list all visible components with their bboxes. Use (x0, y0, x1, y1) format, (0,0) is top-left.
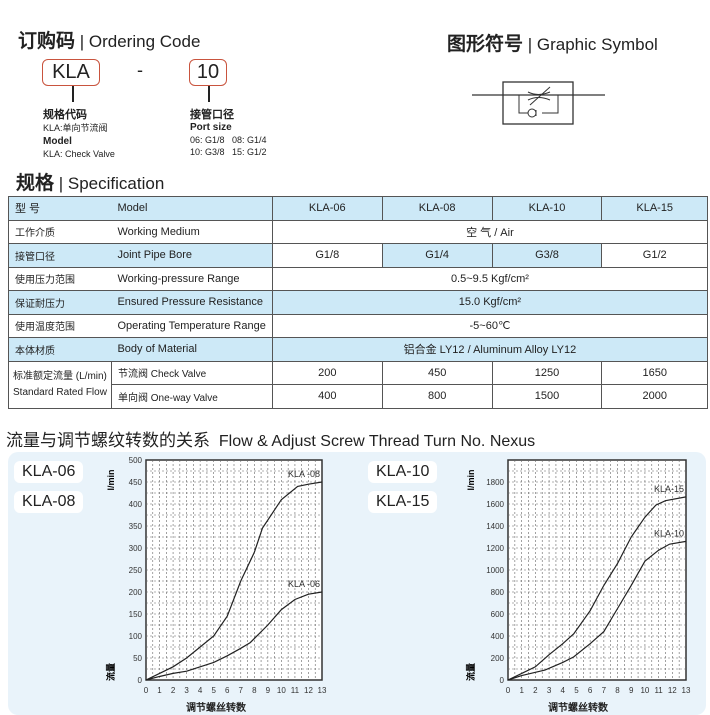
model-stem (72, 86, 74, 102)
series-label: KLA-15 (654, 484, 684, 494)
flow-section-title: 流量与调节螺纹转数的关系 Flow & Adjust Screw Thread … (6, 431, 536, 450)
x-tick-label: 13 (682, 686, 691, 695)
x-tick-label: 12 (304, 686, 313, 695)
x-tick-label: 9 (629, 686, 634, 695)
x-tick-label: 3 (184, 686, 189, 695)
x-tick-label: 13 (318, 686, 327, 695)
y-tick-label: 450 (129, 478, 143, 487)
y-tick-label: 800 (491, 588, 505, 597)
y-tick-label: 200 (129, 588, 143, 597)
series-line (145, 481, 323, 681)
series-label: KLA -06 (288, 579, 320, 589)
x-tick-label: 10 (640, 686, 649, 695)
y-tick-label: 150 (129, 610, 143, 619)
tag-kla-10: KLA-10 (368, 461, 438, 483)
series-label: KLA-10 (654, 528, 684, 538)
flow-row-oneway: 单向阀 One-way Valve 400 800 1500 2000 (9, 384, 708, 409)
table-row: 本体材质 Body of Material 铝合金 LY12 / Aluminum … (8, 337, 709, 362)
specification-table: 型 号 Model KLA-06 KLA-08 KLA-10 KLA-15 工作介质 Wo… (8, 196, 709, 409)
y-tick-label: 0 (138, 676, 143, 685)
x-axis-label: 调节螺丝转数 (548, 701, 609, 714)
y-tick-label: 200 (491, 654, 505, 663)
y-axis-label: 流量 (105, 663, 116, 681)
y-tick-label: 100 (129, 632, 143, 641)
ordering-code-title: 订购码 | Ordering Code (18, 31, 201, 52)
y-tick-label: 1000 (486, 566, 504, 575)
port-legend: 接管口径 Port size 06: G1/8 08: G1/4 10: G3/… (190, 109, 267, 157)
x-tick-label: 11 (654, 686, 663, 695)
table-row: 工作介质 Working Medium 空 气 / Air (8, 219, 709, 244)
series-label: KLA -08 (288, 469, 320, 479)
graphic-symbol-title: 图形符号 | Graphic Symbol (447, 34, 658, 55)
model-legend: 规格代码 KLA:单向节流阀 Model KLA: Check Valve (43, 109, 115, 159)
x-tick-label: 6 (225, 686, 230, 695)
x-tick-label: 0 (144, 686, 149, 695)
flow-row-check: 标准额定流量 (L/min) Standard Rated Flow 节流阀 Ch… (8, 360, 708, 409)
x-tick-label: 12 (668, 686, 677, 695)
x-tick-label: 3 (547, 686, 552, 695)
y-tick-label: 1400 (486, 522, 504, 531)
tag-kla-15: KLA-15 (368, 491, 438, 513)
y-tick-label: 600 (491, 610, 505, 619)
y-tick-label: 300 (129, 544, 143, 553)
port-stem (208, 86, 210, 102)
x-tick-label: 7 (602, 686, 607, 695)
x-tick-label: 2 (171, 686, 176, 695)
y-tick-label: 0 (500, 676, 505, 685)
table-row: 使用压力范围 Working-pressure Range 0.5~9.5 Kgf/… (8, 266, 709, 291)
x-axis-label: 调节螺丝转数 (186, 701, 247, 714)
series-line (507, 540, 687, 681)
port-code-box: 10 (189, 59, 227, 86)
y-tick-label: 250 (129, 566, 143, 575)
y-tick-label: 350 (129, 522, 143, 531)
table-row: 保证耐压力 Ensured Pressure Resistance 15.0 Kgf… (8, 290, 709, 315)
check-valve-symbol-icon (472, 81, 605, 125)
x-tick-label: 2 (533, 686, 538, 695)
table-row: 使用温度范围 Operating Temperature Range -5~60℃ (8, 313, 709, 338)
y-tick-label: 500 (129, 456, 143, 465)
x-tick-label: 10 (277, 686, 286, 695)
y-axis-label: 流量 (465, 663, 476, 681)
y-axis-unit: l/min (106, 469, 116, 490)
series-line (507, 496, 687, 681)
tag-kla-06: KLA-06 (14, 461, 84, 483)
y-tick-label: 50 (133, 654, 142, 663)
x-tick-label: 5 (211, 686, 216, 695)
series-line (145, 591, 323, 681)
y-tick-label: 1600 (486, 500, 504, 509)
table-row: 接管口径 Joint Pipe Bore G1/8 G1/4 G3/8 G1/2 (8, 243, 708, 268)
x-tick-label: 9 (266, 686, 271, 695)
x-tick-label: 8 (252, 686, 257, 695)
tag-kla-08: KLA-08 (14, 491, 84, 513)
flow-chart-small: 0 1 2 3 4 5 6 7 8 9 10 11 12 130501001502002503003504… (105, 456, 327, 714)
y-axis-unit: l/min (466, 469, 476, 490)
x-tick-label: 5 (574, 686, 579, 695)
x-tick-label: 8 (615, 686, 620, 695)
y-tick-label: 1800 (486, 478, 504, 487)
y-tick-label: 400 (491, 632, 505, 641)
y-tick-label: 1200 (486, 544, 504, 553)
specification-title: 规格 | Specification (16, 173, 165, 194)
x-tick-label: 11 (291, 686, 300, 695)
x-tick-label: 1 (157, 686, 162, 695)
x-tick-label: 1 (519, 686, 524, 695)
header-row: 型 号 Model KLA-06 KLA-08 KLA-10 KLA-15 (8, 196, 708, 221)
x-tick-label: 6 (588, 686, 593, 695)
x-tick-label: 4 (561, 686, 566, 695)
x-tick-label: 7 (239, 686, 244, 695)
y-tick-label: 400 (129, 500, 143, 509)
x-tick-label: 0 (506, 686, 511, 695)
flow-chart-large: 0 1 2 3 4 5 6 7 8 9 10 11 12 130200400600800100012001… (465, 459, 691, 714)
model-code-box: KLA (42, 59, 100, 86)
dash: - (137, 60, 143, 80)
x-tick-label: 4 (198, 686, 203, 695)
